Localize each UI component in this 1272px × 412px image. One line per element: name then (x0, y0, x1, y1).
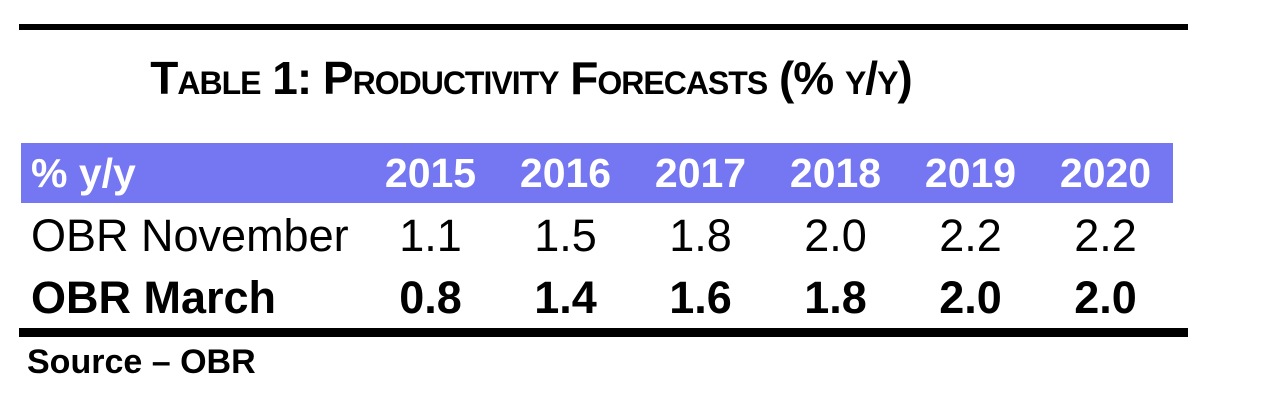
value-cell: 2.2 (939, 209, 1002, 261)
header-cell-year-2018: 2018 (789, 149, 882, 196)
header-cell-year-2017: 2017 (654, 149, 747, 196)
table-row-obr-november: OBR November 1.1 1.5 1.8 2.0 2.2 2.2 (21, 203, 1173, 268)
value-cell: 2.0 (939, 272, 1002, 323)
value-cell: 2.2 (1074, 209, 1137, 261)
header-cell-year-2015: 2015 (384, 149, 477, 196)
table-row-obr-march: OBR March 0.8 1.4 1.6 1.8 2.0 2.0 (21, 268, 1173, 328)
table-title: Table 1: Productivity Forecasts (% y/y) (150, 52, 912, 104)
productivity-forecast-table: % y/y 2015 2016 2017 2018 2019 2020 OBR … (21, 143, 1173, 328)
row-label: OBR March (31, 272, 277, 323)
header-cell-year-2016: 2016 (519, 149, 612, 196)
row-label: OBR November (31, 209, 349, 261)
header-cell-year-2019: 2019 (924, 149, 1017, 196)
source-note: Source – OBR (27, 343, 256, 381)
table-header-row: % y/y 2015 2016 2017 2018 2019 2020 (21, 143, 1173, 203)
value-cell: 1.8 (669, 209, 732, 261)
value-cell: 0.8 (399, 272, 462, 323)
table-title-wrap: Table 1: Productivity Forecasts (% y/y) (21, 50, 1041, 106)
top-horizontal-rule (19, 24, 1188, 30)
value-cell: 1.1 (399, 209, 462, 261)
value-cell: 1.8 (804, 272, 867, 323)
bottom-horizontal-rule (19, 328, 1188, 337)
value-cell: 1.4 (534, 272, 597, 323)
value-cell: 1.5 (534, 209, 597, 261)
header-cell-label: % y/y (31, 149, 136, 196)
value-cell: 2.0 (1074, 272, 1137, 323)
value-cell: 2.0 (804, 209, 867, 261)
value-cell: 1.6 (669, 272, 732, 323)
header-cell-year-2020: 2020 (1059, 149, 1152, 196)
